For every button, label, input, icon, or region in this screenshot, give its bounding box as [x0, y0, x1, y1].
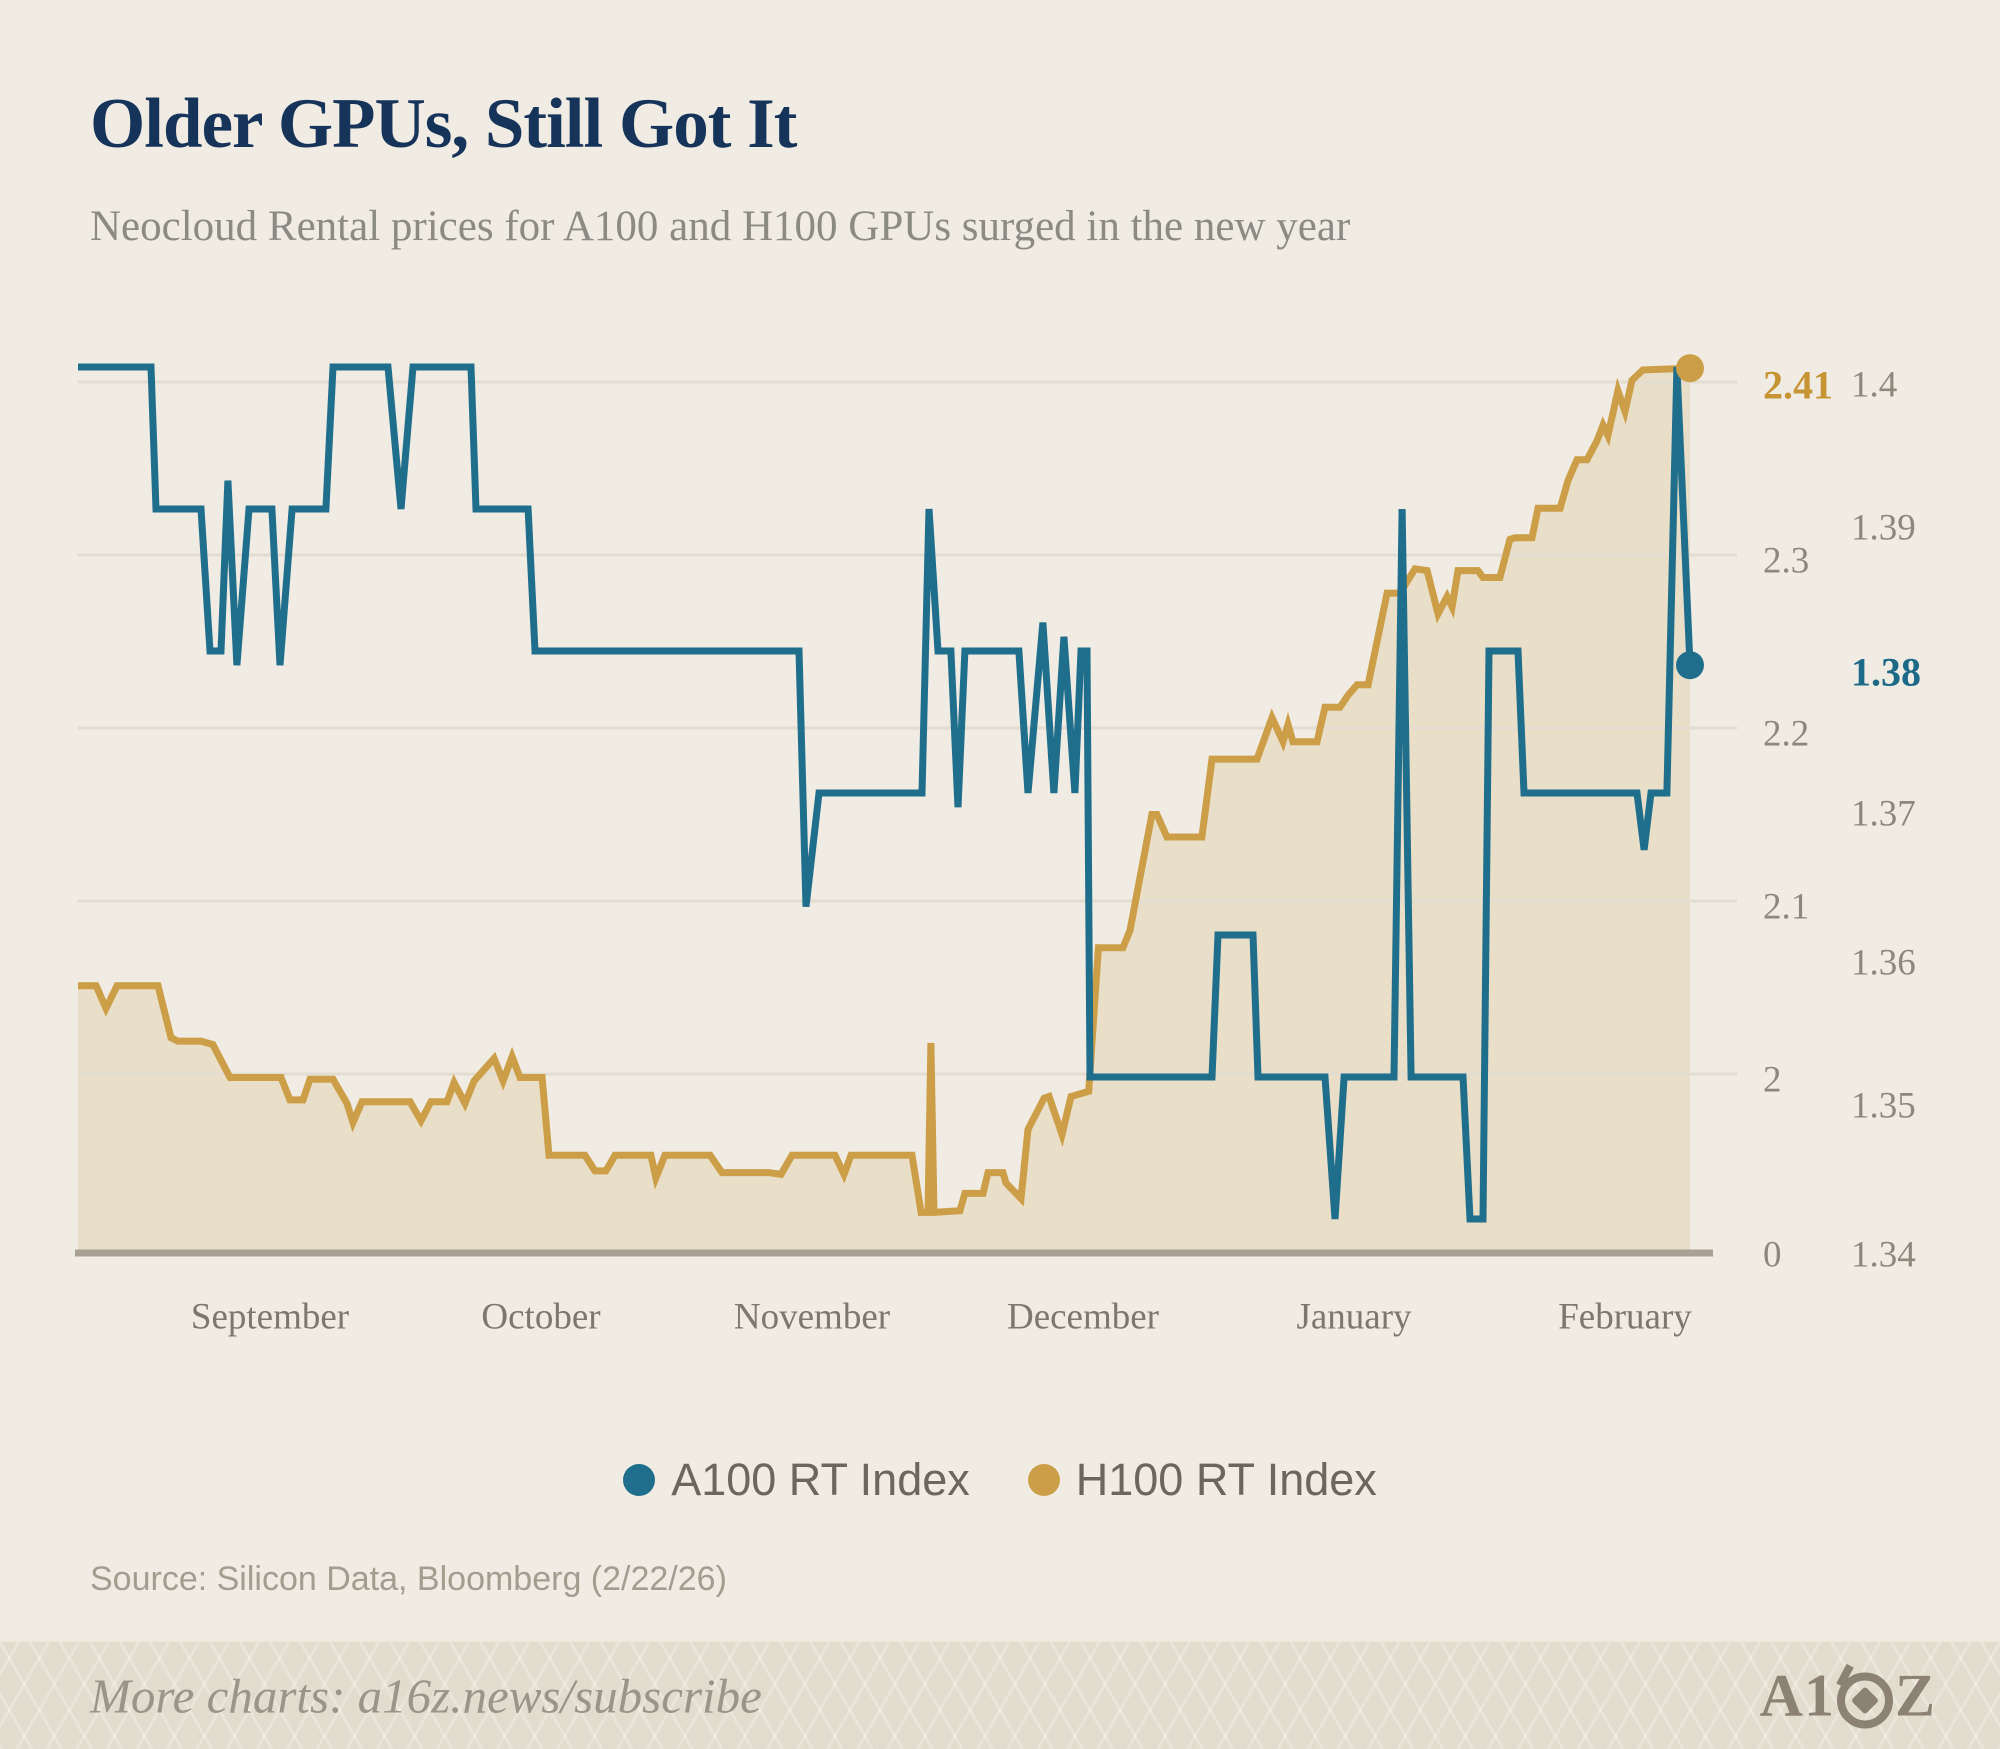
logo-six-ring-icon [1836, 1663, 1893, 1729]
page-subtitle: Neocloud Rental prices for A100 and H100… [90, 203, 1351, 250]
month-label-december: December [1006, 1296, 1160, 1338]
legend-label-h100: H100 RT Index [1075, 1454, 1377, 1505]
month-label-september: September [190, 1296, 350, 1338]
h100-legend-dot-icon [1027, 1464, 1060, 1496]
h100-end-value-label: 2.41 [1763, 362, 1833, 408]
a100-legend-dot-icon [623, 1464, 656, 1496]
a100-tick-label: 1.34 [1851, 1234, 1916, 1276]
h100-tick-label: 0 [1763, 1234, 1782, 1276]
a16z-logo: A1 Z [1760, 1661, 1936, 1730]
legend-item-h100: H100 RT Index [1027, 1454, 1377, 1506]
legend-label-a100: A100 RT Index [671, 1454, 970, 1505]
h100-tick-label: 2.2 [1763, 713, 1810, 755]
h100-area-fill [78, 368, 1690, 1253]
logo-text-right: Z [1894, 1662, 1936, 1728]
legend: A100 RT Index H100 RT Index [0, 1452, 2000, 1508]
footer-bar: More charts: a16z.news/subscribe A1 Z [0, 1640, 2000, 1749]
month-label-february: February [1558, 1296, 1692, 1338]
a100-tick-label: 1.39 [1851, 507, 1916, 549]
a100-tick-label: 1.4 [1851, 364, 1898, 406]
h100-tick-label: 2.3 [1763, 540, 1810, 582]
page-title: Older GPUs, Still Got It [90, 85, 797, 163]
month-label-january: January [1296, 1296, 1412, 1338]
a100-tick-label: 1.36 [1851, 942, 1916, 984]
a100-line [78, 363, 1694, 1223]
h100-end-dot [1676, 354, 1704, 383]
a100-tick-label: 1.37 [1851, 793, 1916, 835]
h100-tick-label: 2 [1763, 1059, 1782, 1101]
logo-text-left: A1 [1759, 1662, 1835, 1728]
h100-tick-label: 2.1 [1763, 886, 1810, 928]
a100-end-dot [1676, 651, 1704, 680]
a100-end-value-label: 1.38 [1851, 649, 1921, 695]
month-label-october: October [481, 1296, 601, 1338]
a100-tick-label: 1.35 [1851, 1085, 1916, 1127]
source-note: Source: Silicon Data, Bloomberg (2/22/26… [90, 1560, 727, 1598]
h100-line [78, 364, 1691, 1217]
footer-subscribe-text: More charts: a16z.news/subscribe [90, 1668, 762, 1723]
legend-item-a100: A100 RT Index [623, 1454, 970, 1506]
month-label-november: November [733, 1296, 891, 1338]
